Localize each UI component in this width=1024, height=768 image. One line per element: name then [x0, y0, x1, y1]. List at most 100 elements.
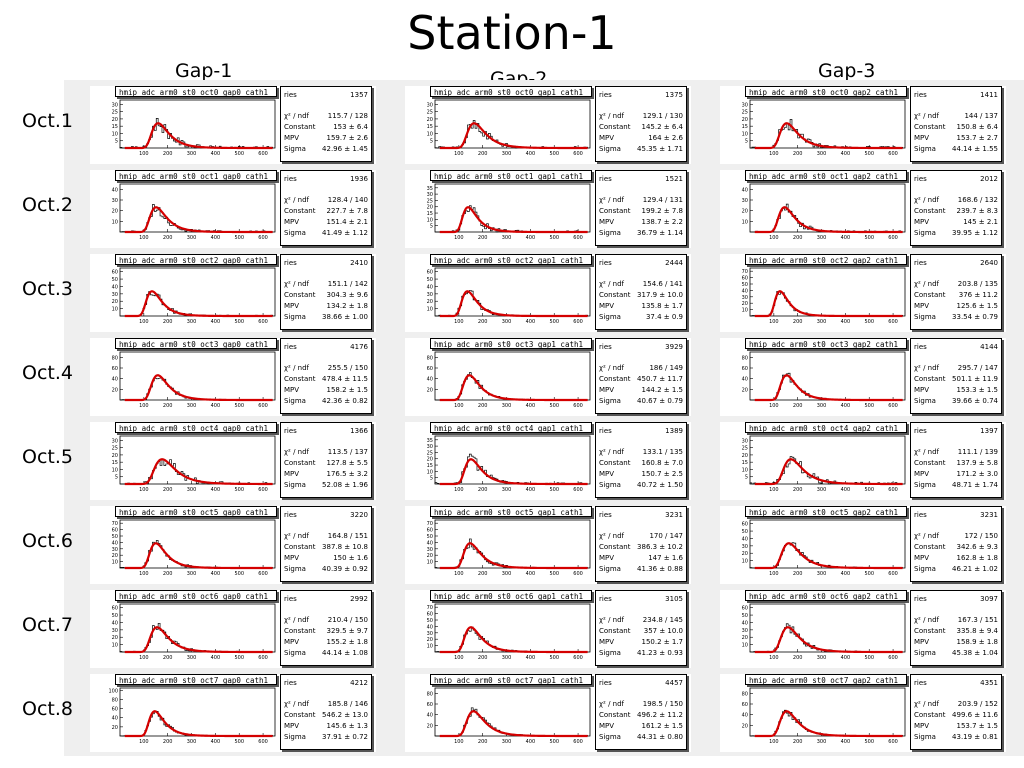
stats-value-chi2: 203.9 / 152 [957, 700, 998, 708]
x-tick-label: 100 [139, 151, 149, 157]
y-tick-label: 70 [427, 521, 433, 527]
stats-row-mpv: MPV 153.7 ± 2.7 [914, 133, 998, 143]
histogram-plot: 100 200 300 400 500 600 20 40 60 80 [112, 351, 276, 409]
histogram-bars [119, 540, 273, 569]
x-tick-label: 400 [841, 655, 851, 661]
stats-value-mpv: 153.7 ± 1.5 [956, 722, 999, 730]
y-tick-label: 20 [427, 723, 433, 729]
x-tick-label: 600 [573, 487, 583, 493]
y-tick-label: 20 [427, 299, 433, 305]
histogram-name: hmip_adc_arm0_st0_oct4_gap2_cath1 [745, 422, 907, 433]
x-tick-label: 300 [817, 319, 827, 325]
histogram-panel: 100 200 300 400 500 600 10 20 30 40 hmip_adc_arm0_… [90, 170, 376, 248]
x-tick-label: 500 [234, 235, 244, 241]
x-tick-label: 100 [139, 487, 149, 493]
y-tick-label: 20 [427, 637, 433, 643]
y-tick-label: 30 [742, 198, 748, 204]
stats-value-mpv: 153.3 ± 1.5 [956, 386, 999, 394]
x-tick-label: 400 [841, 151, 851, 157]
landau-fit-curve [124, 290, 273, 318]
stats-label-mpv: MPV [599, 554, 615, 562]
stats-row-entries: ries 3220 [284, 510, 368, 520]
stats-row-sigma: Sigma 41.49 ± 1.12 [284, 228, 368, 238]
plot-frame [749, 435, 906, 485]
stats-row-mpv: MPV 144.2 ± 1.5 [599, 385, 683, 395]
y-tick-label: 40 [112, 540, 118, 546]
y-tick-label: 30 [427, 547, 433, 553]
stats-label-entries: ries [914, 175, 927, 183]
row-label: Oct.5 [22, 446, 73, 468]
histogram-bars [119, 622, 273, 653]
stats-label-entries: ries [284, 427, 297, 435]
x-tick-label: 600 [573, 319, 583, 325]
stats-row-chi2: χ² / ndf 170 / 147 [599, 531, 683, 541]
y-tick-label: 40 [742, 187, 748, 193]
stats-value-mpv: 162.8 ± 1.8 [956, 554, 999, 562]
row-label: Oct.7 [22, 614, 73, 636]
y-tick-label: 20 [742, 301, 748, 307]
x-tick-label: 400 [211, 319, 221, 325]
stats-box: ries 2992 χ² / ndf 210.4 / 150 Constant 329.5… [280, 590, 372, 666]
x-tick-label: 300 [817, 655, 827, 661]
y-tick-label: 60 [427, 366, 433, 372]
y-tick-label: 40 [112, 377, 118, 383]
y-tick-label: 10 [112, 467, 118, 473]
stats-label-constant: Constant [284, 711, 316, 719]
x-tick-label: 300 [187, 235, 197, 241]
histogram-panel: 100 200 300 400 500 600 10 20 30 40 hmip_adc_arm0_… [720, 170, 1006, 248]
stats-value-chi2: 210.4 / 150 [327, 616, 368, 624]
x-tick-label: 200 [478, 487, 488, 493]
stats-value-mpv: 147 ± 1.6 [648, 554, 683, 562]
stats-value-chi2: 129.1 / 130 [642, 112, 683, 120]
y-tick-label: 10 [742, 308, 748, 314]
y-tick-label: 60 [112, 707, 118, 713]
stats-value-mpv: 171.2 ± 3.0 [956, 470, 999, 478]
stats-row-chi2: χ² / ndf 255.5 / 150 [284, 363, 368, 373]
stats-label-mpv: MPV [914, 386, 930, 394]
stats-row-constant: Constant 501.1 ± 11.9 [914, 374, 998, 384]
plot-frame [119, 603, 276, 653]
x-tick-label: 600 [258, 235, 268, 241]
y-tick-label: 25 [112, 446, 118, 452]
x-tick-label: 100 [769, 739, 779, 745]
y-tick-label: 30 [427, 192, 433, 198]
stats-label-mpv: MPV [914, 638, 930, 646]
x-tick-label: 300 [502, 487, 512, 493]
y-tick-label: 60 [742, 522, 748, 528]
stats-box: ries 1397 χ² / ndf 111.1 / 139 Constant 137.9… [910, 422, 1002, 498]
y-tick-label: 60 [742, 366, 748, 372]
stats-value-chi2: 168.6 / 132 [957, 196, 998, 204]
y-tick-label: 15 [742, 460, 748, 466]
stats-value-chi2: 113.5 / 137 [327, 448, 368, 456]
x-tick-label: 500 [549, 235, 559, 241]
y-tick-label: 10 [112, 560, 118, 566]
stats-row-constant: Constant 227.7 ± 7.8 [284, 206, 368, 216]
landau-fit-curve [124, 122, 273, 150]
histogram-panel: 100 200 300 400 500 600 10 20 30 40 50 60 hmip_adc_a… [90, 590, 376, 668]
stats-box: ries 3097 χ² / ndf 167.3 / 151 Constant 335.8… [910, 590, 1002, 666]
stats-label-mpv: MPV [599, 470, 615, 478]
stats-row-entries: ries 4351 [914, 678, 998, 688]
stats-value-entries: 4351 [980, 679, 998, 687]
x-tick-label: 200 [478, 235, 488, 241]
stats-label-chi2: χ² / ndf [914, 448, 940, 456]
histogram-name: hmip_adc_arm0_st0_oct4_gap0_cath1 [115, 422, 277, 433]
landau-fit-curve [439, 122, 588, 150]
stats-label-sigma: Sigma [914, 229, 936, 237]
y-tick-label: 30 [427, 444, 433, 450]
y-tick-label: 60 [742, 276, 748, 282]
stats-row-mpv: MPV 176.5 ± 3.2 [284, 469, 368, 479]
histogram-bars [434, 453, 588, 485]
stats-row-mpv: MPV 150.7 ± 2.5 [599, 469, 683, 479]
x-tick-label: 500 [864, 655, 874, 661]
x-tick-label: 500 [234, 487, 244, 493]
landau-fit-curve [124, 458, 273, 486]
stats-row-constant: Constant 376 ± 11.2 [914, 290, 998, 300]
stats-row-chi2: χ² / ndf 185.8 / 146 [284, 699, 368, 709]
stats-value-constant: 239.7 ± 8.3 [956, 207, 999, 215]
x-tick-label: 400 [211, 487, 221, 493]
plot-frame [119, 687, 276, 737]
y-tick-label: 20 [112, 387, 118, 393]
x-tick-label: 100 [454, 571, 464, 577]
